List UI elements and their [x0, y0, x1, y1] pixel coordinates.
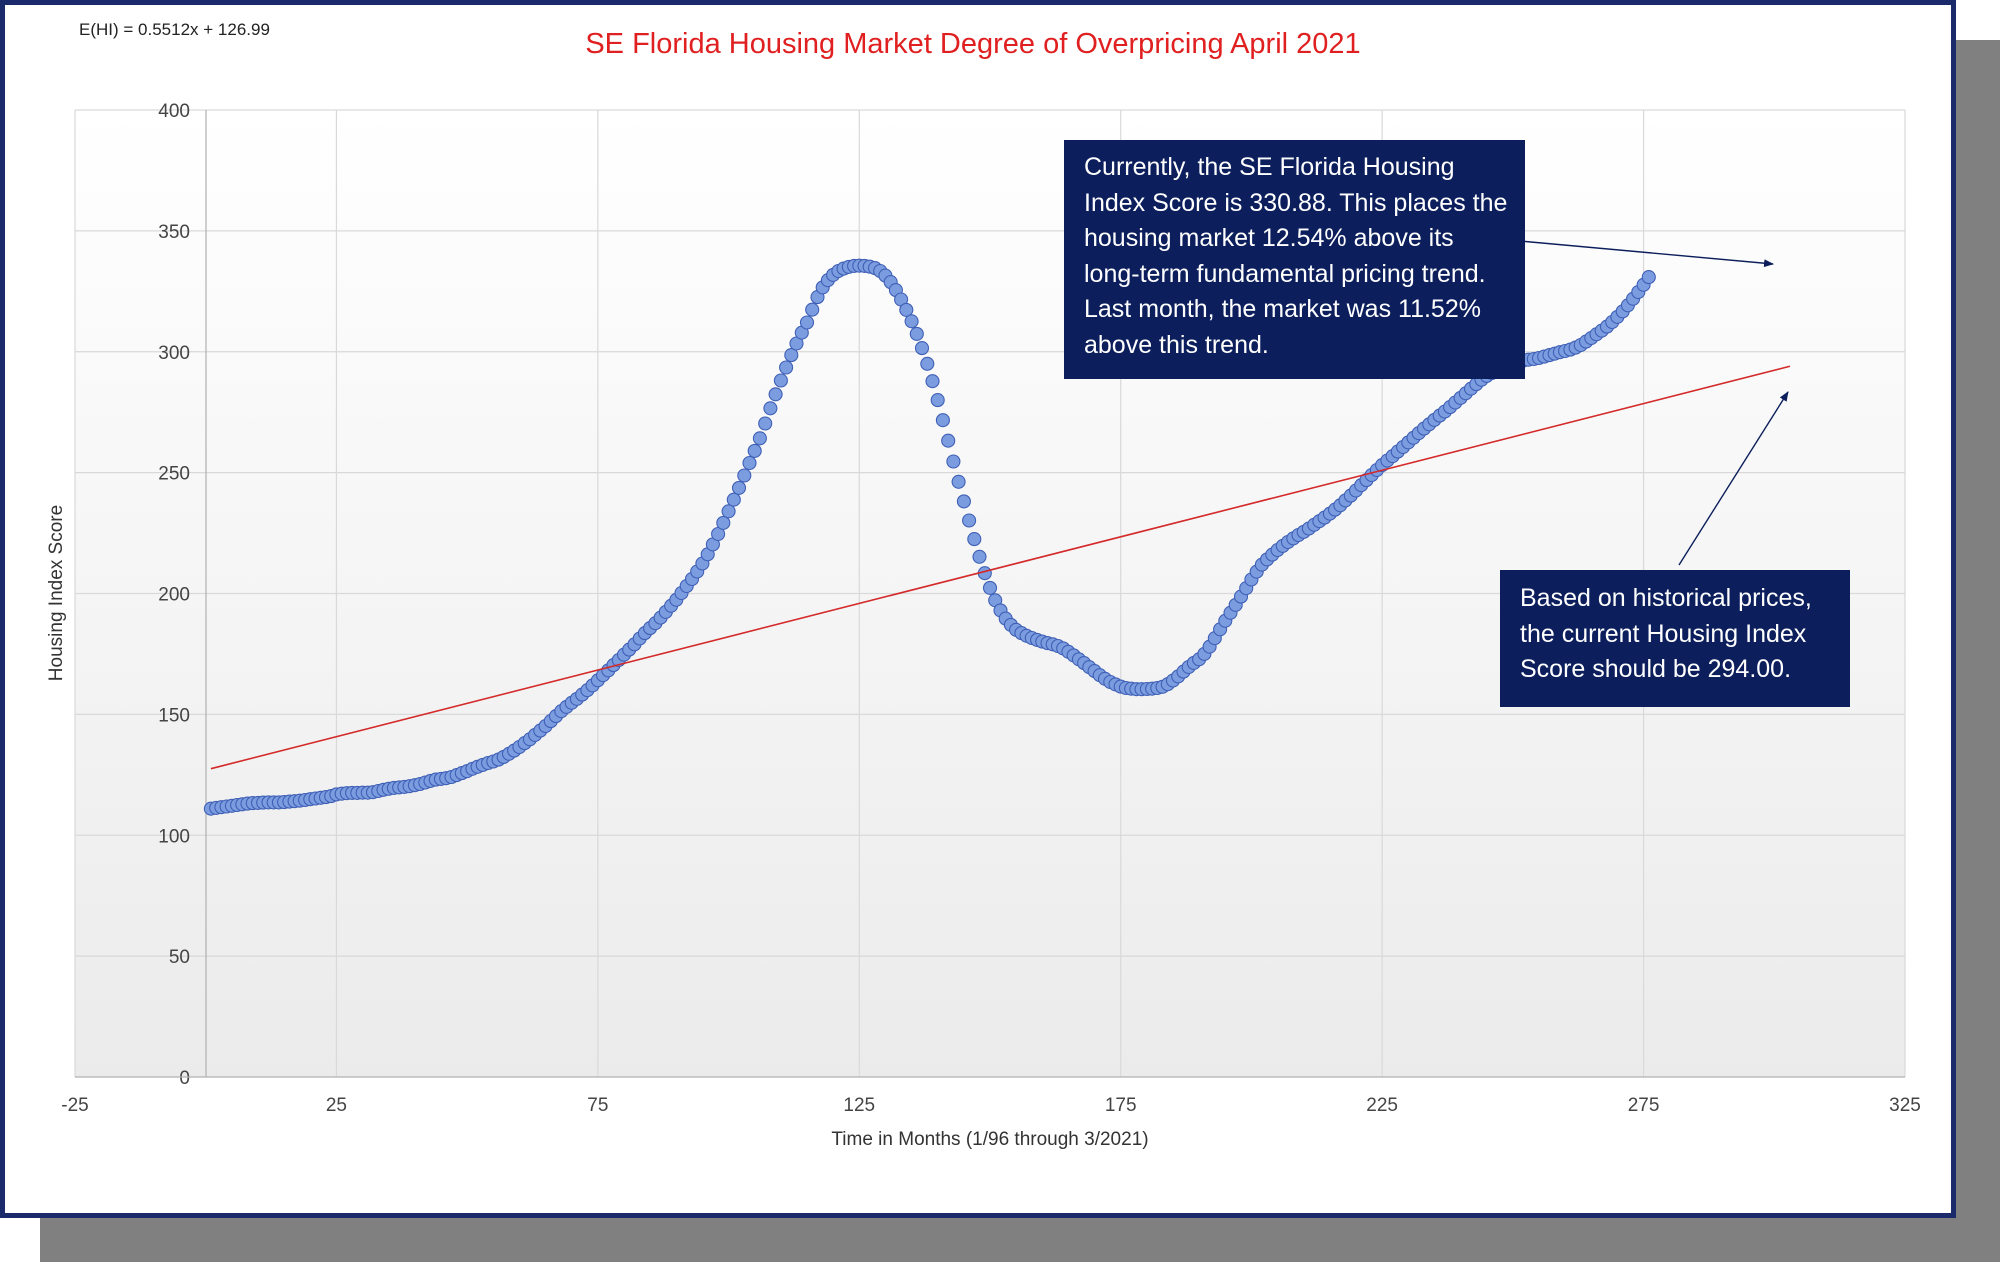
- data-point: [784, 348, 799, 363]
- data-point: [946, 454, 961, 469]
- data-point: [935, 413, 950, 428]
- x-axis-label: Time in Months (1/96 through 3/2021): [831, 1129, 1148, 1150]
- data-point: [737, 468, 752, 483]
- y-tick-label: 300: [158, 343, 190, 364]
- equation-label: E(HI) = 0.5512x + 126.99: [79, 20, 270, 39]
- data-point: [982, 580, 998, 595]
- y-tick-label: 150: [158, 705, 190, 726]
- data-point: [930, 393, 945, 408]
- data-point: [747, 443, 762, 458]
- y-tick-label: 0: [179, 1068, 190, 1089]
- data-point: [967, 532, 982, 547]
- trend-line: [210, 365, 1791, 770]
- x-tick-label: 275: [1628, 1095, 1660, 1116]
- data-point: [956, 494, 971, 509]
- data-point: [773, 373, 788, 388]
- data-point: [731, 480, 747, 495]
- chart-title: SE Florida Housing Market Degree of Over…: [585, 28, 1360, 60]
- tick-labels: 0 50 100 150 200 250 300 350 400 -25 25 75 125 175 225…: [61, 101, 1921, 1116]
- y-tick-label: 100: [158, 826, 190, 847]
- data-point: [779, 360, 794, 375]
- data-point: [962, 513, 977, 528]
- data-point: [716, 515, 731, 530]
- data-point: [951, 474, 966, 489]
- data-point: [899, 302, 914, 317]
- y-tick-label: 200: [158, 585, 190, 606]
- data-point: [726, 492, 741, 507]
- data-point: [805, 302, 820, 317]
- data-point: [972, 549, 987, 564]
- callout-expected-score: Based on historical prices, the current …: [1500, 570, 1850, 707]
- x-tick-label: 225: [1366, 1095, 1398, 1116]
- chart-frame: 0 50 100 150 200 250 300 350 400 -25 25 75 125 175 225…: [0, 0, 1956, 1218]
- y-tick-label: 50: [169, 947, 190, 968]
- data-point: [941, 433, 956, 448]
- y-tick-label: 250: [158, 464, 190, 485]
- data-point: [914, 341, 930, 356]
- y-axis-label: Housing Index Score: [46, 505, 67, 681]
- x-tick-label: 175: [1105, 1095, 1137, 1116]
- x-tick-label: 325: [1889, 1095, 1921, 1116]
- data-point: [768, 387, 783, 402]
- data-point: [1641, 270, 1656, 285]
- data-point: [799, 315, 815, 330]
- arrow-current: [1519, 240, 1774, 268]
- data-point: [763, 401, 778, 416]
- data-point: [758, 416, 773, 431]
- x-tick-label: -25: [61, 1095, 88, 1116]
- x-tick-label: 75: [587, 1095, 608, 1116]
- x-tick-label: 125: [843, 1095, 875, 1116]
- data-point: [909, 326, 924, 341]
- data-point: [742, 455, 757, 471]
- arrow-based: [1678, 391, 1789, 566]
- gridlines: [74, 109, 1906, 1077]
- y-tick-label: 400: [158, 101, 190, 122]
- data-point: [721, 504, 736, 519]
- data-point: [752, 431, 767, 446]
- y-tick-label: 350: [158, 222, 190, 243]
- callout-current-score: Currently, the SE Florida Housing Index …: [1064, 140, 1525, 379]
- data-point: [904, 314, 919, 329]
- x-tick-label: 25: [326, 1095, 347, 1116]
- data-point: [925, 374, 940, 389]
- data-point: [920, 356, 935, 371]
